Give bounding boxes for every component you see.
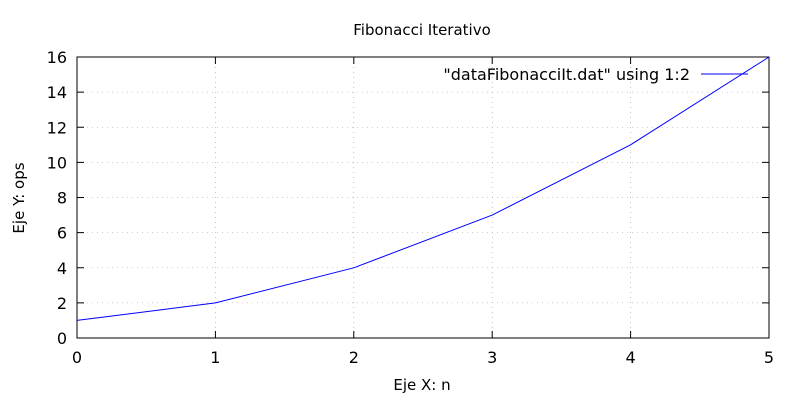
chart-title: Fibonacci Iterativo <box>353 21 491 39</box>
y-tick-label: 4 <box>57 259 67 278</box>
x-tick-label: 3 <box>487 348 497 367</box>
y-tick-label: 2 <box>57 294 67 313</box>
legend-label: "dataFibonacciIt.dat" using 1:2 <box>443 65 690 84</box>
grid <box>77 57 769 338</box>
x-tick-label: 5 <box>764 348 774 367</box>
legend: "dataFibonacciIt.dat" using 1:2 <box>443 65 748 84</box>
y-tick-label: 14 <box>47 83 67 102</box>
x-axis-label: Eje X: n <box>393 376 450 394</box>
y-axis-label: Eje Y: ops <box>10 162 28 233</box>
x-tick-label: 0 <box>72 348 82 367</box>
y-tick-label: 6 <box>57 224 67 243</box>
series-line <box>76 56 770 321</box>
y-tick-label: 8 <box>57 189 67 208</box>
x-tick-label: 1 <box>210 348 220 367</box>
x-tick-label: 2 <box>349 348 359 367</box>
y-tick-label: 0 <box>57 329 67 348</box>
y-tick-label: 10 <box>47 153 67 172</box>
x-axis-ticks: 0 1 2 3 4 5 <box>72 57 774 367</box>
y-axis-ticks: 0 2 4 6 8 10 12 14 16 <box>47 48 769 348</box>
x-tick-label: 4 <box>626 348 636 367</box>
series-group <box>76 56 770 321</box>
y-tick-label: 12 <box>47 118 67 137</box>
y-tick-label: 16 <box>47 48 67 67</box>
